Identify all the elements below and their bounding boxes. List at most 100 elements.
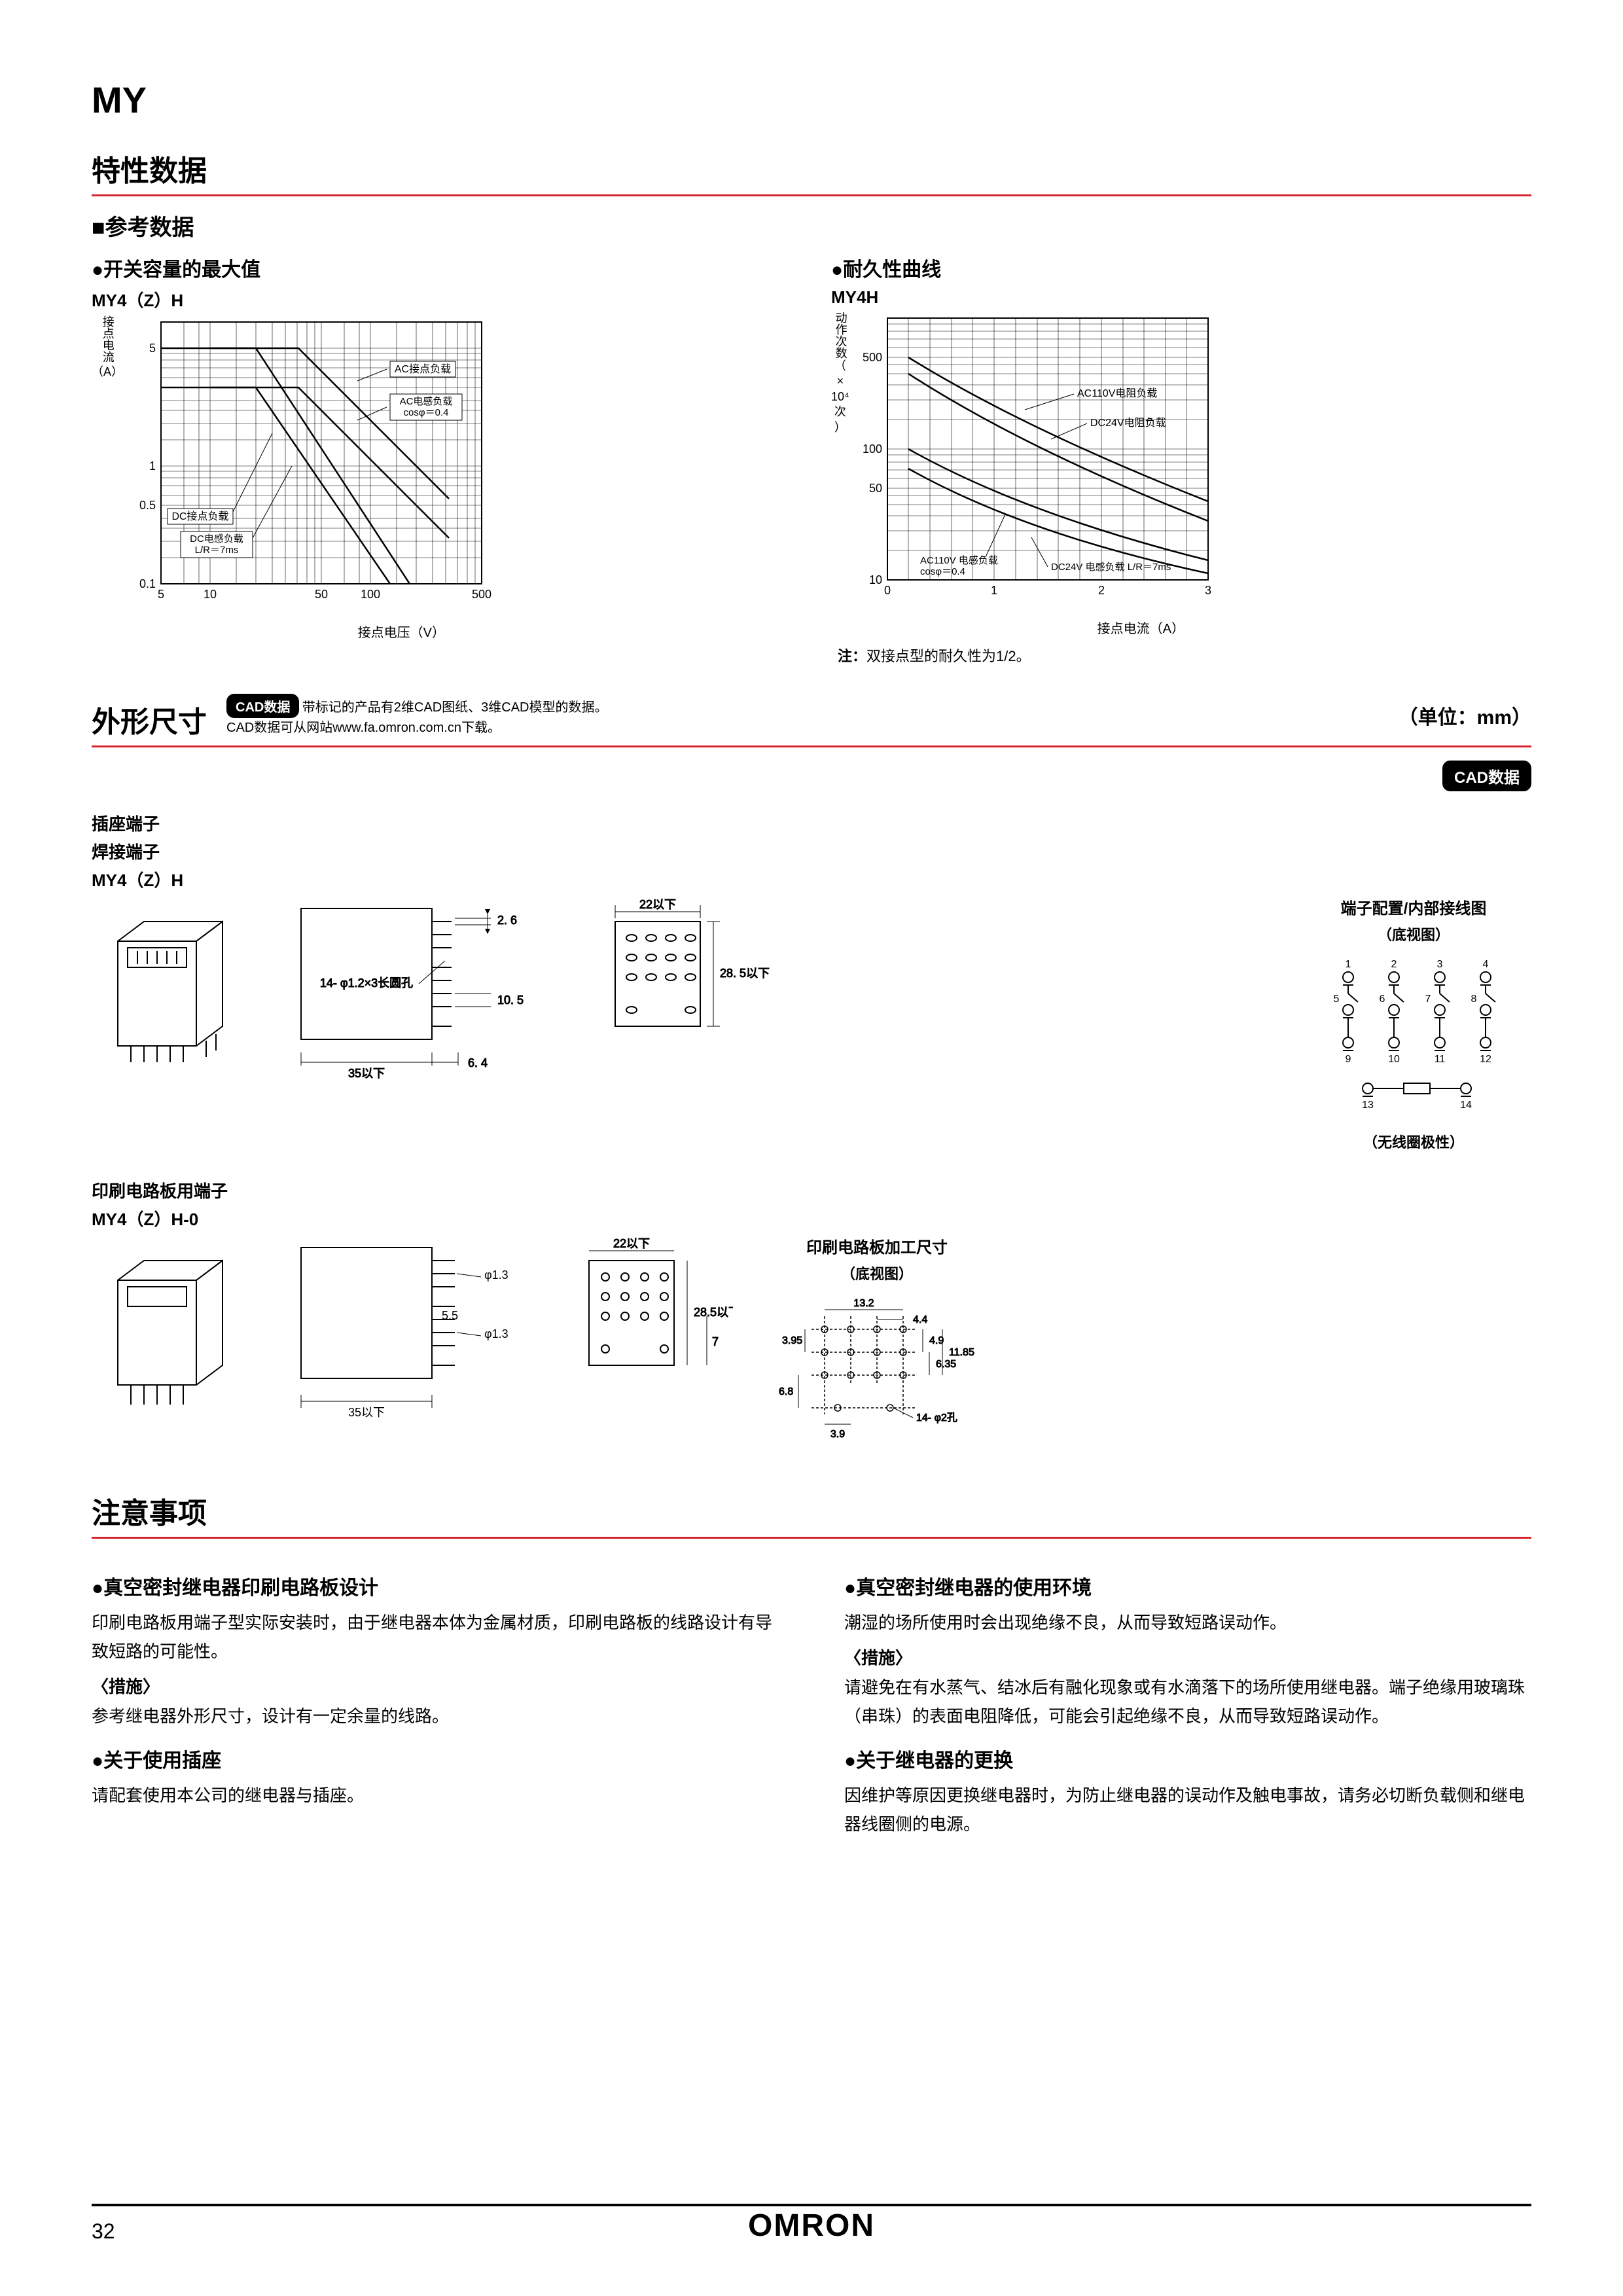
svg-text:5: 5	[149, 342, 156, 355]
svg-text:AC110V电阻负载: AC110V电阻负载	[1077, 387, 1157, 399]
chart-2-block: ●耐久性曲线 MY4H 动作次数 （ × 10⁴ 次 ）	[831, 248, 1531, 666]
section-divider-2	[92, 745, 1531, 747]
svg-text:AC110V 电感负载: AC110V 电感负载	[920, 555, 998, 566]
notes-left-p1: 印刷电路板用端子型实际安装时，由于继电器本体为金属材质，印刷电路板的线路设计有导…	[92, 1608, 779, 1666]
dim1-bottom-view: 22以下 28. 5以下	[589, 895, 772, 1052]
caution-section: 注意事项 ●真空密封继电器印刷电路板设计 印刷电路板用端子型实际安装时，由于继电…	[92, 1490, 1531, 1846]
section-characteristics: 特性数据	[92, 147, 1531, 189]
dim2-bottom-view: 22以下 28.5以下 7	[563, 1234, 733, 1405]
svg-text:10: 10	[869, 573, 882, 586]
svg-text:3: 3	[1437, 959, 1443, 970]
terminal-title: 端子配置/内部接线图	[1296, 895, 1531, 918]
notes-left-p2: 参考继电器外形尺寸，设计有一定余量的线路。	[92, 1702, 779, 1731]
svg-text:50: 50	[869, 482, 882, 495]
charts-row: ●开关容量的最大值 MY4（Z）H 接点电流 （A）	[92, 248, 1531, 666]
svg-text:2: 2	[1098, 584, 1105, 597]
svg-text:3.9: 3.9	[830, 1429, 845, 1440]
chart2-subtitle: MY4H	[831, 287, 1531, 308]
notes-left-h2: ●关于使用插座	[92, 1744, 779, 1773]
section-reference: ■参考数据	[92, 209, 1531, 242]
chart1-ylabel: 接点电流	[100, 315, 115, 363]
svg-text:2: 2	[1391, 959, 1397, 970]
svg-text:4: 4	[1483, 959, 1489, 970]
product-code: MY	[92, 79, 1531, 121]
dim2-right-sub: （底视图）	[759, 1263, 995, 1283]
dimension-header: 外形尺寸 CAD数据 带标记的产品有2维CAD图纸、3维CAD模型的数据。 CA…	[92, 685, 1531, 745]
svg-text:35以下: 35以下	[348, 1067, 385, 1080]
notes-right-h2: ●关于继电器的更换	[844, 1744, 1531, 1773]
svg-text:13.2: 13.2	[853, 1298, 874, 1309]
svg-text:φ1.3: φ1.3	[484, 1268, 508, 1282]
svg-text:5: 5	[158, 588, 164, 601]
dim2-iso-view	[92, 1234, 262, 1418]
dim-section-2: 印刷电路板用端子 MY4（Z）H-0	[92, 1178, 1531, 1457]
section-divider-3	[92, 1537, 1531, 1539]
svg-text:100: 100	[361, 588, 380, 601]
svg-text:13: 13	[1362, 1100, 1374, 1111]
svg-text:3.95: 3.95	[782, 1335, 802, 1346]
chart1-ylabel-unit: （A）	[92, 365, 123, 380]
chart1-svg: 5 1 0.5 0.1 5 10 50 100 500 AC接点负载 AC电感负…	[128, 315, 495, 617]
svg-text:22以下: 22以下	[639, 898, 676, 911]
svg-text:11.85: 11.85	[949, 1347, 974, 1358]
notes-left-sub1: 〈措施〉	[92, 1674, 779, 1698]
svg-text:DC24V电阻负载: DC24V电阻负载	[1090, 417, 1166, 429]
svg-text:DC24V 电感负载 L/R＝7ms: DC24V 电感负载 L/R＝7ms	[1051, 562, 1171, 573]
terminal-subtitle: （底视图）	[1296, 924, 1531, 944]
svg-text:AC接点负载: AC接点负载	[395, 363, 451, 375]
svg-text:35以下: 35以下	[348, 1406, 385, 1419]
dim1-heading1: 插座端子	[92, 811, 1531, 835]
svg-text:7: 7	[1425, 994, 1431, 1005]
svg-text:4.9: 4.9	[929, 1335, 944, 1346]
dim2-pcb-pattern: 13.2 4.4 3.95 6.8 3.9 4.9 6.35 11.85 14-…	[759, 1283, 995, 1454]
svg-text:3: 3	[1205, 584, 1211, 597]
svg-text:φ1.3: φ1.3	[484, 1327, 508, 1340]
notes-right-p2: 请避免在有水蒸气、结冰后有融化现象或有水滴落下的场所使用继电器。端子绝缘用玻璃珠…	[844, 1673, 1531, 1731]
chart-1-block: ●开关容量的最大值 MY4（Z）H 接点电流 （A）	[92, 248, 792, 666]
svg-text:5.5: 5.5	[442, 1309, 458, 1322]
svg-text:100: 100	[863, 442, 882, 456]
dim1-side-view: 2. 6 14- φ1.2×3长圆孔 10. 5 35以下 6. 4	[288, 895, 563, 1092]
dim2-model: MY4（Z）H-0	[92, 1206, 1531, 1230]
dim2-right-heading: 印刷电路板加工尺寸	[759, 1234, 995, 1257]
svg-text:7: 7	[712, 1335, 719, 1348]
chart2-svg: 500 100 50 10 0 1 2 3 AC110V电阻负载 DC24V电阻…	[855, 312, 1221, 613]
svg-text:1: 1	[991, 584, 997, 597]
chart1-subtitle: MY4（Z）H	[92, 287, 792, 312]
svg-text:10: 10	[1388, 1054, 1400, 1065]
dim1-heading2: 焊接端子	[92, 839, 1531, 863]
svg-text:50: 50	[315, 588, 328, 601]
cad-badge-right: CAD数据	[1442, 761, 1531, 791]
dim1-model: MY4（Z）H	[92, 867, 1531, 891]
dim1-iso-view	[92, 895, 262, 1079]
svg-text:L/R＝7ms: L/R＝7ms	[195, 545, 239, 556]
svg-text:28. 5以下: 28. 5以下	[720, 967, 770, 980]
svg-text:8: 8	[1471, 994, 1477, 1005]
svg-text:0: 0	[884, 584, 891, 597]
svg-text:cosφ＝0.4: cosφ＝0.4	[920, 566, 965, 577]
svg-text:14- φ2孔: 14- φ2孔	[916, 1412, 957, 1424]
svg-text:22以下: 22以下	[613, 1237, 650, 1250]
svg-text:1: 1	[1346, 959, 1351, 970]
notes-right-p3: 因维护等原因更换继电器时，为防止继电器的误动作及触电事故，请务必切断负载侧和继电…	[844, 1781, 1531, 1839]
svg-text:10: 10	[204, 588, 217, 601]
svg-text:6.8: 6.8	[779, 1386, 793, 1397]
svg-text:0.5: 0.5	[139, 499, 156, 512]
terminal-diagram-svg: 1234 5678 9101112 1314	[1296, 944, 1531, 1128]
dim2-side-view: φ1.3 5.5 φ1.3 35以下	[288, 1234, 537, 1431]
cad-note-1: 带标记的产品有2维CAD图纸、3维CAD模型的数据。	[302, 700, 608, 715]
chart2-ylabel: 动作次数	[832, 312, 847, 359]
section-dimensions: 外形尺寸	[92, 698, 207, 740]
section-divider	[92, 194, 1531, 196]
svg-text:500: 500	[472, 588, 491, 601]
chart1-title: ●开关容量的最大值	[92, 253, 792, 282]
svg-text:DC接点负载: DC接点负载	[171, 511, 228, 522]
svg-text:500: 500	[863, 351, 882, 364]
cad-note-2: CAD数据可从网站www.fa.omron.com.cn下载。	[226, 718, 608, 738]
notes-left-col: ●真空密封继电器印刷电路板设计 印刷电路板用端子型实际安装时，由于继电器本体为金…	[92, 1558, 779, 1846]
dim-section-1: 插座端子 焊接端子 MY4（Z）H	[92, 811, 1531, 1152]
svg-text:cosφ＝0.4: cosφ＝0.4	[404, 407, 449, 418]
notes-left-p3: 请配套使用本公司的继电器与插座。	[92, 1781, 779, 1810]
svg-text:12: 12	[1480, 1054, 1491, 1065]
svg-text:6. 4: 6. 4	[468, 1056, 488, 1069]
